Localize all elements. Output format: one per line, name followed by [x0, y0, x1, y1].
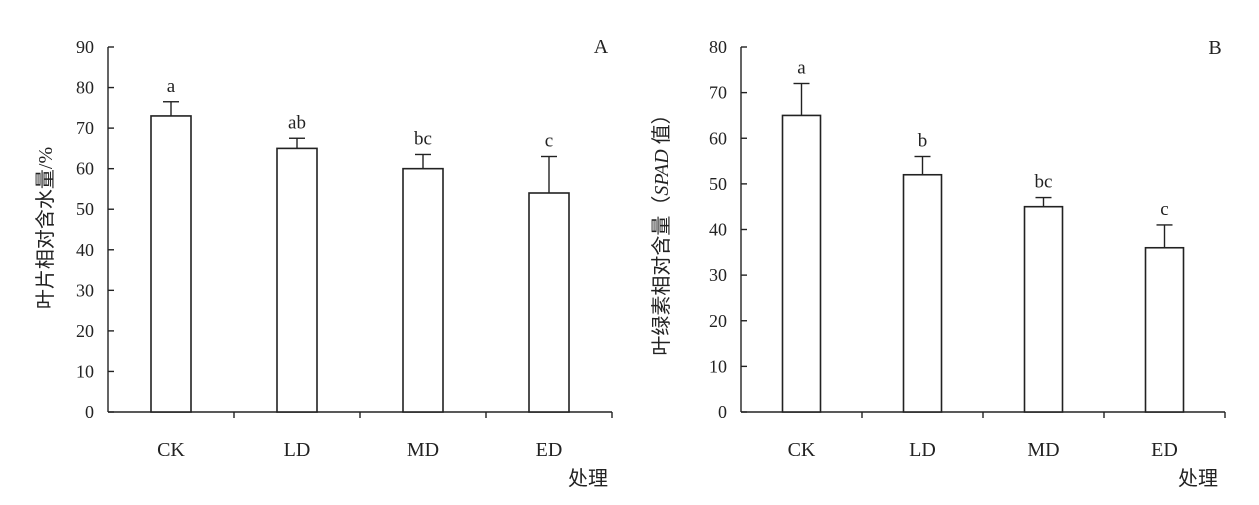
- bar: [528, 192, 570, 413]
- y-tick-label: 70: [76, 118, 94, 138]
- y-tick-label: 30: [76, 280, 94, 300]
- y-tick-label: 90: [76, 37, 94, 57]
- x-axis-label: 处理: [568, 467, 608, 490]
- significance-label: b: [918, 131, 928, 152]
- significance-label: bc: [1035, 172, 1053, 193]
- significance-label: bc: [414, 128, 432, 149]
- bar: [1023, 205, 1064, 413]
- significance-label: ab: [288, 112, 306, 133]
- x-tick-label: CK: [788, 439, 816, 461]
- y-tick-label: 80: [76, 78, 94, 98]
- chart-panel-a: A 叶片相对含水量/% 处理 0 10 20 30 40 50 60 70 80 90 a CK ab L…: [34, 36, 613, 490]
- bar: [1144, 246, 1185, 413]
- chart-panel-b: B 叶绿素相对含量（SPAD 值） 处理 0 10 20 30 40 50 60 70 80 a C…: [650, 37, 1226, 490]
- y-axis-label-prefix: 叶绿素相对含量（: [650, 196, 673, 356]
- x-tick-label: ED: [1151, 439, 1178, 461]
- significance-label: c: [1160, 199, 1168, 220]
- y-tick-label: 0: [718, 402, 727, 422]
- significance-label: a: [167, 76, 176, 97]
- bar: [402, 167, 444, 413]
- y-tick-label: 40: [709, 220, 727, 240]
- y-tick-label: 10: [709, 356, 727, 376]
- y-tick-label: 70: [709, 83, 727, 103]
- y-tick-label: 10: [76, 361, 94, 381]
- y-tick-label: 20: [709, 311, 727, 331]
- x-axis-label: 处理: [1178, 467, 1218, 490]
- x-tick-label: ED: [536, 439, 563, 461]
- y-tick-label: 50: [76, 199, 94, 219]
- x-tick-label: MD: [407, 439, 439, 461]
- panel-label: A: [594, 36, 609, 58]
- bar: [276, 147, 318, 413]
- y-axis-label-italic: SPAD: [651, 149, 673, 196]
- bar: [781, 114, 822, 413]
- y-tick-label: 30: [709, 265, 727, 285]
- significance-label: a: [797, 58, 806, 79]
- y-tick-label: 20: [76, 321, 94, 341]
- x-tick-label: MD: [1027, 439, 1059, 461]
- bar: [150, 115, 192, 413]
- y-tick-label: 0: [85, 402, 94, 422]
- y-axis-label: 叶片相对含水量/%: [34, 147, 57, 309]
- y-tick-label: 50: [709, 174, 727, 194]
- y-tick-label: 80: [709, 37, 727, 57]
- y-axis-label-suffix: 值）: [650, 104, 673, 149]
- x-tick-label: CK: [157, 439, 185, 461]
- y-tick-label: 40: [76, 240, 94, 260]
- bar: [902, 173, 943, 413]
- x-tick-label: LD: [284, 439, 311, 461]
- y-tick-label: 60: [76, 159, 94, 179]
- x-tick-label: LD: [909, 439, 936, 461]
- y-tick-label: 60: [709, 128, 727, 148]
- y-axis-label: 叶绿素相对含量（SPAD 值）: [650, 104, 673, 355]
- panel-label: B: [1208, 37, 1221, 59]
- significance-label: c: [545, 131, 553, 152]
